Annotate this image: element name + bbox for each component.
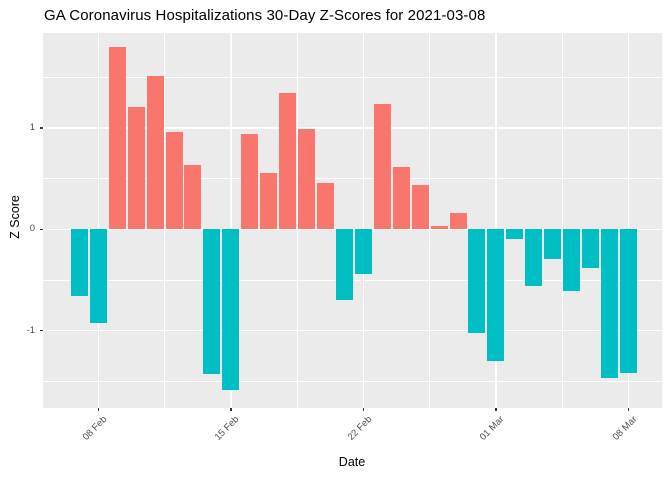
zscore-bar	[411, 184, 429, 230]
zscore-bar	[241, 134, 259, 230]
x-tick-label: 22 Feb	[345, 414, 375, 443]
minor-gridline-vertical	[296, 33, 298, 408]
zscore-bar	[279, 92, 297, 230]
zscore-bar	[563, 229, 580, 292]
minor-gridline-vertical	[429, 33, 430, 408]
y-tick-mark	[39, 329, 43, 332]
zscore-bar	[525, 229, 543, 287]
major-gridline-vertical	[627, 33, 630, 408]
zscore-bar	[127, 106, 145, 230]
zscore-bar	[317, 182, 334, 230]
zscore-bar	[487, 229, 505, 361]
zscore-bar	[544, 229, 562, 259]
minor-gridline-vertical	[164, 33, 165, 408]
major-gridline-vertical	[362, 33, 365, 408]
x-tick-label: 15 Feb	[212, 414, 242, 443]
x-tick-mark	[627, 407, 630, 411]
zscore-bar	[89, 229, 107, 324]
zscore-bar	[468, 229, 486, 333]
zscore-bar	[260, 172, 278, 230]
minor-gridline-horizontal	[43, 380, 662, 382]
x-tick-mark	[97, 407, 100, 411]
plot-panel	[43, 33, 662, 408]
major-gridline-vertical	[230, 33, 232, 408]
zscore-bar	[619, 229, 637, 374]
x-tick-label: 08 Feb	[80, 414, 110, 443]
y-tick-label: 0	[29, 223, 35, 235]
minor-gridline-vertical	[561, 33, 563, 408]
zscore-bar	[184, 164, 202, 230]
zscore-bar	[146, 75, 164, 230]
y-tick-mark	[39, 228, 43, 231]
major-gridline-vertical	[495, 33, 497, 408]
y-tick-label: -1	[26, 324, 35, 336]
zscore-bar	[108, 47, 126, 230]
x-tick-mark	[362, 407, 365, 411]
y-tick-mark	[39, 127, 43, 129]
zscore-bar	[373, 103, 391, 230]
zscore-bar	[600, 229, 618, 379]
major-gridline-vertical	[97, 33, 100, 408]
x-tick-label: 01 Mar	[477, 414, 507, 443]
major-gridline-horizontal	[43, 329, 662, 332]
zscore-bar	[203, 229, 221, 375]
zscore-bar	[298, 129, 315, 230]
x-axis-title: Date	[338, 455, 366, 469]
chart-title: GA Coronavirus Hospitalizations 30-Day Z…	[44, 7, 486, 24]
x-tick-label: 08 Mar	[610, 414, 640, 443]
major-gridline-horizontal	[43, 127, 662, 129]
zscore-bar	[506, 229, 524, 240]
minor-gridline-horizontal	[43, 178, 662, 180]
zscore-bar	[392, 166, 410, 230]
zscore-bar	[354, 229, 372, 274]
zscore-bar	[222, 229, 240, 391]
zscore-bar	[430, 226, 448, 230]
x-tick-mark	[230, 407, 232, 411]
minor-gridline-horizontal	[43, 77, 662, 78]
zscore-bar	[449, 213, 467, 230]
x-tick-mark	[495, 407, 497, 411]
y-tick-label: 1	[29, 122, 35, 134]
zscore-bar	[335, 229, 353, 301]
zscore-bar	[70, 229, 88, 297]
zscore-bar	[165, 132, 183, 230]
zscore-bar	[582, 229, 599, 268]
